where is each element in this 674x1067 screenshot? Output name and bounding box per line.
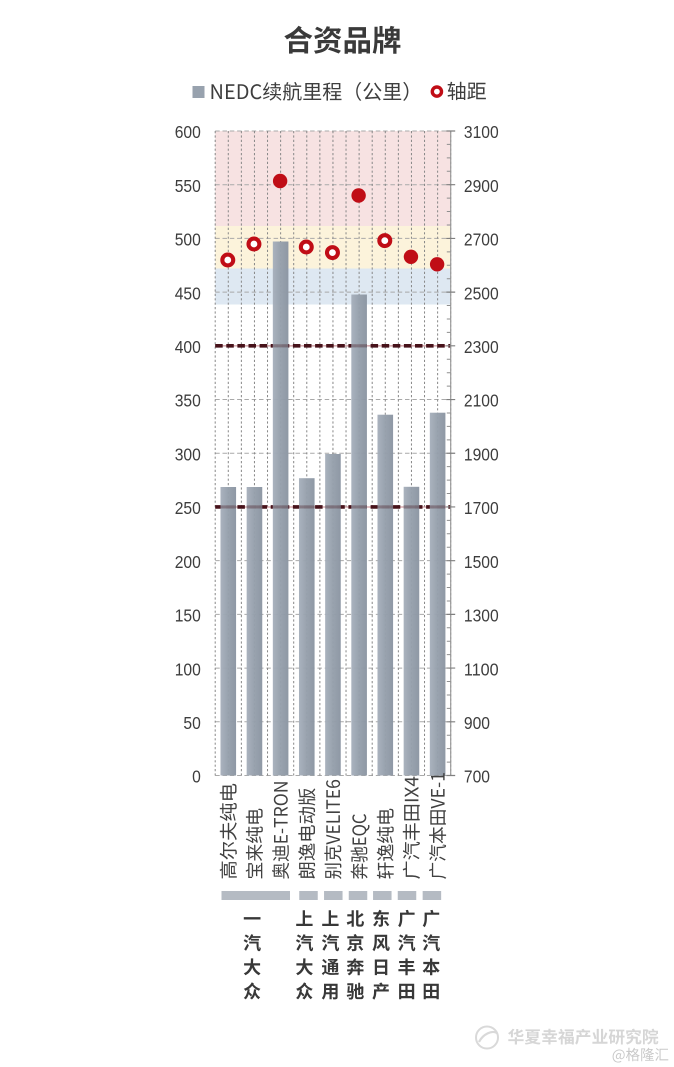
svg-text:900: 900 — [464, 713, 490, 733]
svg-text:200: 200 — [175, 552, 201, 572]
svg-text:600: 600 — [175, 122, 201, 142]
svg-text:500: 500 — [175, 230, 201, 250]
svg-text:2700: 2700 — [464, 230, 499, 250]
svg-text:150: 150 — [175, 606, 201, 626]
svg-text:450: 450 — [175, 283, 201, 303]
svg-text:1500: 1500 — [464, 552, 499, 572]
svg-text:300: 300 — [175, 444, 201, 464]
svg-text:0: 0 — [192, 767, 201, 787]
svg-text:700: 700 — [464, 767, 490, 787]
svg-text:550: 550 — [175, 176, 201, 196]
svg-text:1900: 1900 — [464, 444, 499, 464]
svg-text:100: 100 — [175, 659, 201, 679]
svg-text:1300: 1300 — [464, 606, 499, 626]
svg-text:400: 400 — [175, 337, 201, 357]
svg-text:2500: 2500 — [464, 283, 499, 303]
svg-text:350: 350 — [175, 391, 201, 411]
svg-text:3100: 3100 — [464, 122, 499, 142]
svg-text:1700: 1700 — [464, 498, 499, 518]
svg-text:250: 250 — [175, 498, 201, 518]
svg-text:2300: 2300 — [464, 337, 499, 357]
svg-text:1100: 1100 — [464, 659, 499, 679]
svg-text:50: 50 — [183, 713, 201, 733]
svg-text:2900: 2900 — [464, 176, 499, 196]
svg-text:2100: 2100 — [464, 391, 499, 411]
